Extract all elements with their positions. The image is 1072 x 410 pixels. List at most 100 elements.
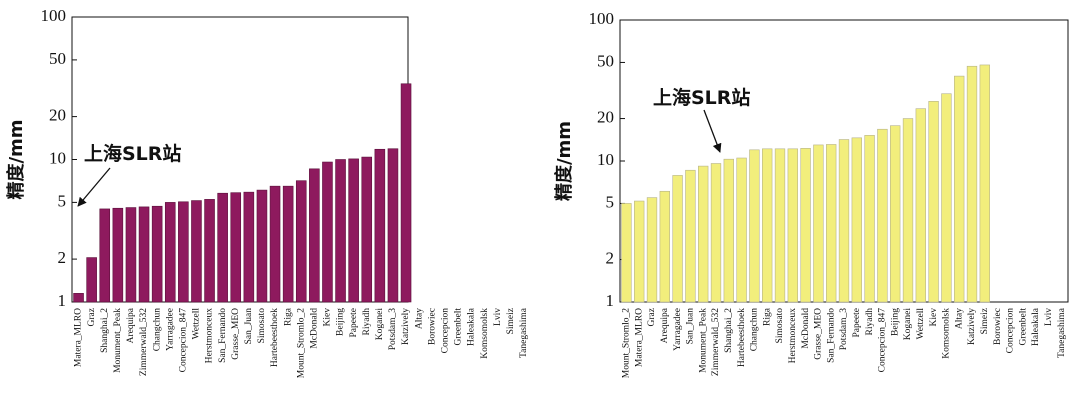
x-tick-label: Potsdam_3: [839, 308, 849, 350]
bar: [736, 157, 747, 303]
bar: [851, 137, 862, 303]
y-tick-label: 10: [597, 150, 614, 169]
x-tick-label: San_Juan: [686, 308, 696, 345]
bar: [243, 191, 255, 303]
y-tick-label: 5: [606, 192, 615, 211]
bar: [749, 149, 760, 303]
bar: [282, 185, 294, 303]
x-tick-label: Hartebeesthoek: [270, 308, 280, 367]
bar: [151, 205, 163, 303]
x-tick-label: Greenbelt: [454, 308, 464, 346]
bar: [787, 148, 798, 303]
x-tick-label: Yarragadee: [165, 308, 175, 351]
x-tick-label: Wettzell: [916, 308, 926, 340]
bar: [979, 64, 990, 303]
bar: [966, 65, 978, 303]
x-tick-label: Matera_MLRO: [634, 308, 644, 367]
bar: [125, 207, 137, 303]
bar: [864, 135, 875, 303]
bar: [621, 203, 632, 303]
x-tick-label: Shanghai_2: [724, 308, 734, 353]
x-tick-label: Wettzell: [192, 308, 202, 340]
bar: [774, 148, 786, 303]
x-tick-label: Riga: [283, 307, 293, 326]
x-tick-label: Lviv: [1044, 308, 1054, 326]
x-tick-label: Riyadh: [865, 308, 875, 336]
x-tick-label: San_Juan: [244, 308, 254, 345]
y-tick-label: 20: [597, 107, 614, 126]
bar: [902, 118, 914, 303]
x-tick-label: Kiev: [929, 308, 939, 327]
x-tick-label: Papeete: [349, 308, 359, 338]
y-tick-label: 2: [58, 248, 67, 267]
x-tick-label: Tanegashima: [1057, 307, 1067, 358]
bar: [634, 200, 645, 303]
y-tick-label: 100: [589, 9, 615, 28]
x-tick-label: Tanegashima: [519, 307, 529, 358]
bar: [659, 190, 670, 303]
x-tick-label: Arequipa: [660, 307, 670, 343]
y-tick-label: 5: [58, 191, 67, 210]
y-axis-label: 精度/mm: [5, 119, 27, 199]
y-tick-label: 2: [606, 248, 615, 267]
annotation: 上海SLR站: [84, 142, 181, 165]
bar: [838, 139, 850, 303]
bar: [723, 158, 734, 303]
x-tick-label: Yarragadee: [673, 308, 683, 351]
x-tick-label: Zimmerwald_532: [711, 308, 721, 376]
x-tick-label: Katzively: [967, 308, 977, 345]
bar: [710, 163, 722, 303]
x-tick-label: Graz: [647, 308, 657, 326]
bar: [877, 128, 888, 303]
bar: [322, 161, 333, 303]
x-tick-label: Beijing: [890, 308, 900, 336]
bar: [99, 208, 111, 303]
x-tick-label: Simosato: [775, 308, 785, 344]
x-tick-label: Mount_Stromlo_2: [296, 308, 306, 378]
x-tick-label: Borowiec: [993, 308, 1003, 345]
bar: [941, 93, 952, 303]
x-tick-label: Concepcion_847: [179, 308, 189, 373]
bar: [217, 192, 228, 303]
bar: [672, 175, 683, 303]
bar: [230, 192, 242, 303]
bar: [138, 206, 150, 303]
x-tick-label: Concepcion: [441, 308, 451, 354]
x-tick-label: Changchun: [750, 308, 760, 352]
x-tick-label: Shanghai_2: [100, 308, 110, 353]
x-tick-label: Grasse_MEO: [231, 308, 241, 360]
x-tick-label: Borowiec: [427, 308, 437, 345]
bar: [191, 200, 202, 303]
x-tick-label: Haleakala: [1031, 307, 1041, 346]
y-tick-label: 1: [58, 291, 67, 310]
x-tick-label: Potsdam_3: [388, 308, 398, 350]
bar: [826, 144, 837, 303]
x-tick-label: Lviv: [493, 308, 503, 326]
x-tick-label: Riyadh: [362, 308, 372, 336]
bar: [374, 148, 386, 303]
x-tick-label: Grasse_MEO: [814, 308, 824, 360]
bar: [954, 75, 965, 303]
bar: [73, 293, 84, 303]
x-tick-label: Beijing: [336, 308, 346, 336]
x-tick-label: Koganei: [903, 308, 913, 341]
x-tick-label: Hartebeesthoek: [737, 308, 747, 367]
bar: [646, 197, 658, 303]
x-tick-label: Papeete: [852, 308, 862, 338]
y-tick-label: 50: [49, 49, 66, 68]
bar: [348, 158, 359, 303]
bar: [178, 201, 189, 303]
bar: [685, 169, 696, 303]
bar: [800, 148, 811, 303]
bar: [164, 202, 176, 303]
x-tick-label: Komsomolsk: [942, 308, 952, 359]
x-tick-label: McDonald: [310, 308, 320, 349]
bar: [762, 148, 773, 303]
x-tick-label: Changchun: [152, 308, 162, 352]
x-tick-label: McDonald: [801, 308, 811, 349]
x-tick-label: Haleakala: [467, 307, 477, 346]
bar: [400, 83, 412, 303]
x-tick-label: Greenbelt: [1018, 308, 1028, 346]
x-tick-label: Mount_Stromlo_2: [622, 308, 632, 378]
x-tick-label: Simosato: [257, 308, 267, 344]
